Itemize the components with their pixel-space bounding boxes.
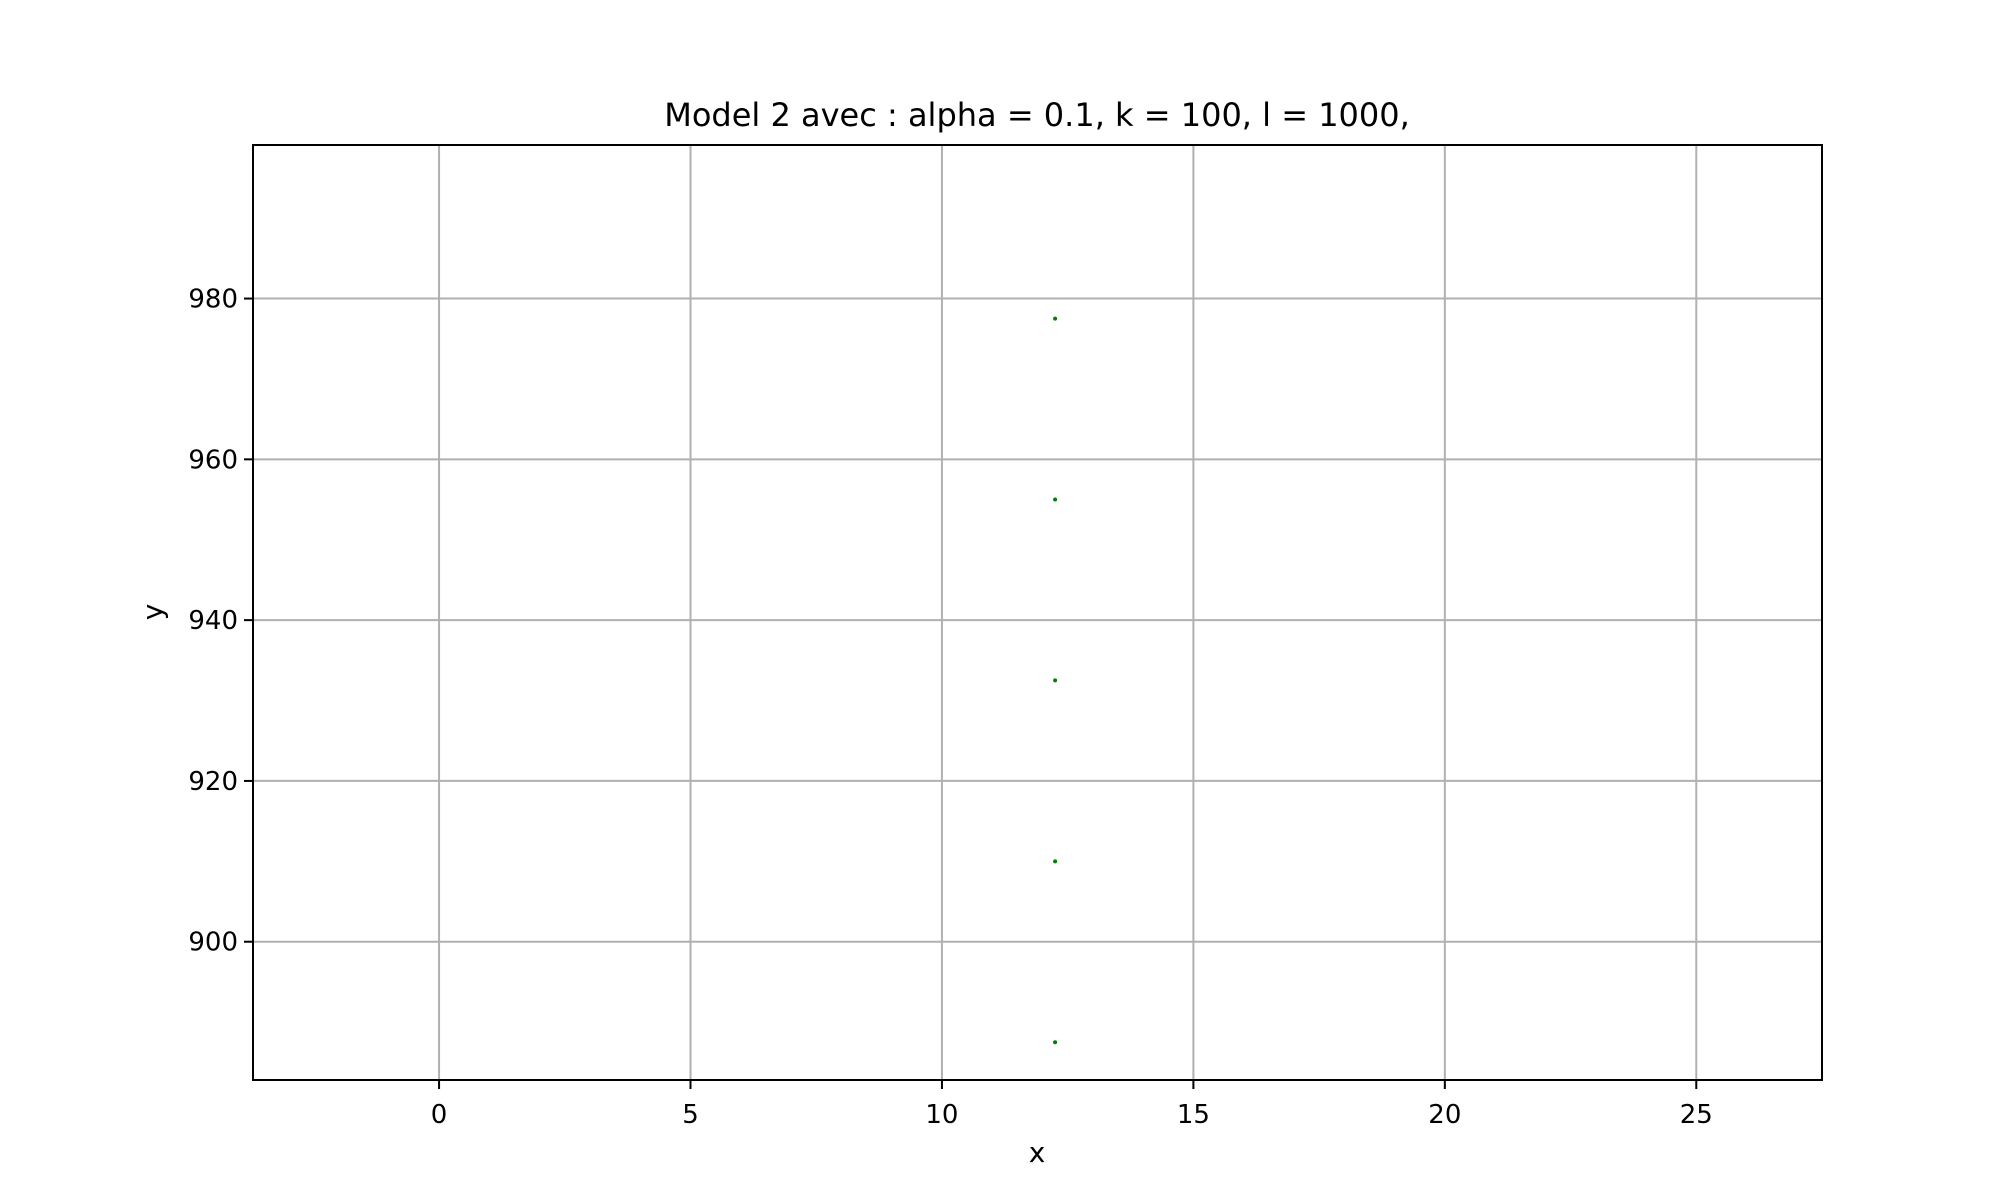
data-point bbox=[1053, 1040, 1058, 1045]
y-axis-ticks: 900 920 940 960 980 bbox=[188, 285, 253, 958]
plot-area-frame bbox=[252, 144, 1823, 1081]
y-tick-label: 940 bbox=[188, 606, 238, 636]
y-tick-label: 980 bbox=[188, 285, 238, 315]
x-tick-label: 0 bbox=[431, 1100, 448, 1130]
data-point bbox=[1053, 497, 1058, 502]
x-tick-label: 5 bbox=[682, 1100, 699, 1130]
x-tick-label: 15 bbox=[1177, 1100, 1210, 1130]
y-tick-label: 920 bbox=[188, 767, 238, 797]
y-axis-label: y bbox=[136, 604, 169, 621]
data-point bbox=[1053, 859, 1058, 864]
x-tick-label: 20 bbox=[1428, 1100, 1461, 1130]
y-tick-label: 900 bbox=[188, 928, 238, 958]
x-tick-label: 25 bbox=[1680, 1100, 1713, 1130]
data-point bbox=[1053, 678, 1058, 683]
data-point bbox=[1053, 316, 1058, 321]
grid bbox=[253, 145, 1822, 1080]
data-points bbox=[1053, 316, 1058, 1045]
x-axis-ticks: 0 5 10 15 20 25 bbox=[431, 1080, 1713, 1130]
x-tick-label: 10 bbox=[925, 1100, 958, 1130]
y-tick-label: 960 bbox=[188, 445, 238, 475]
chart-title: Model 2 avec : alpha = 0.1, k = 100, l =… bbox=[664, 96, 1410, 134]
x-axis-label: x bbox=[1029, 1136, 1046, 1169]
